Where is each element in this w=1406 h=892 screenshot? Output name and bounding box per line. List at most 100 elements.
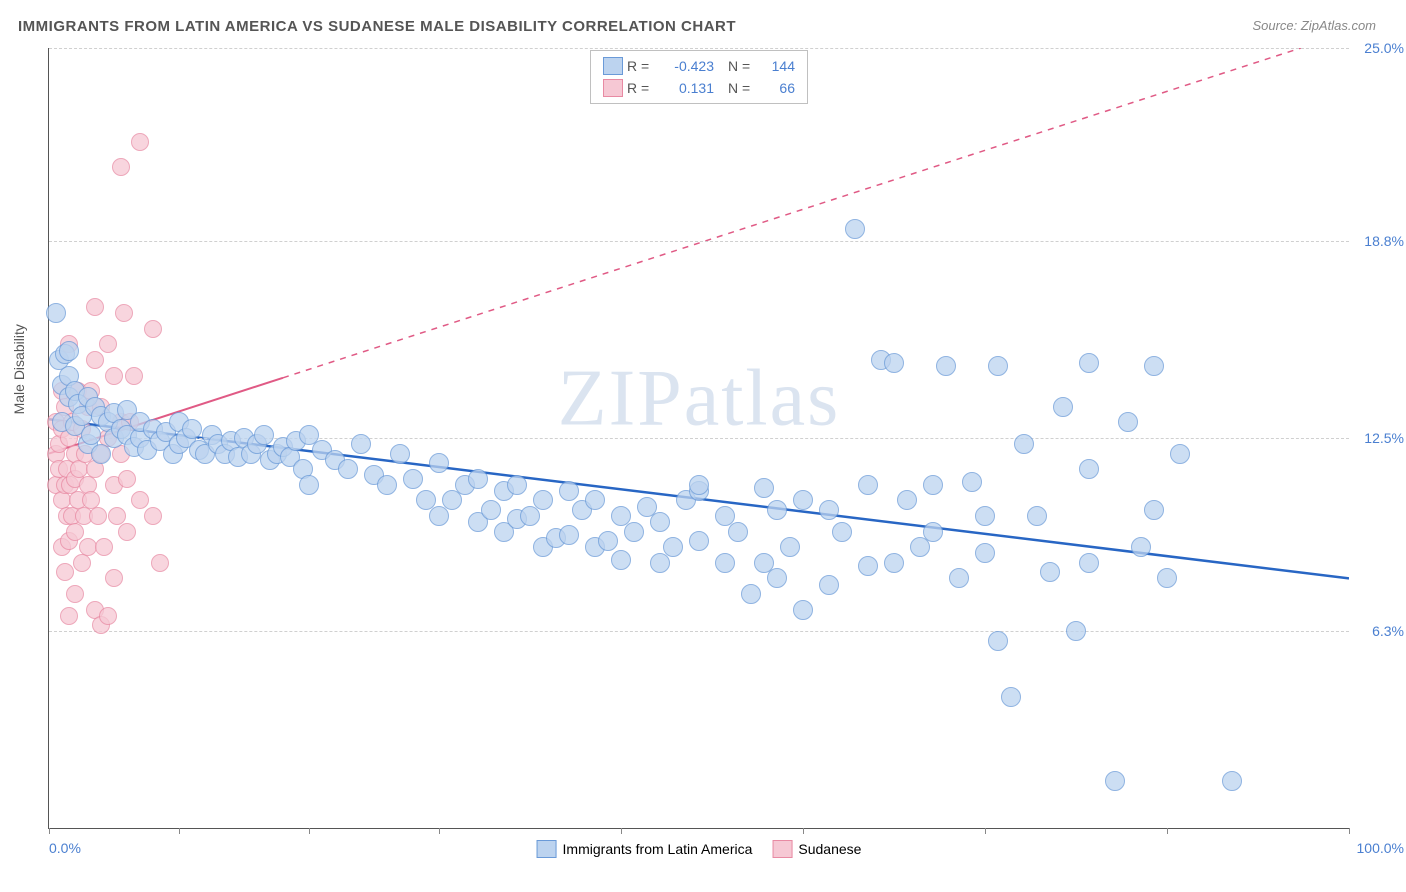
scatter-point [1079, 459, 1099, 479]
scatter-point [663, 537, 683, 557]
scatter-point [793, 600, 813, 620]
x-tick [309, 828, 310, 834]
scatter-point [468, 469, 488, 489]
n-value: 66 [760, 77, 795, 99]
scatter-point [99, 335, 117, 353]
scatter-point [60, 607, 78, 625]
scatter-point [767, 568, 787, 588]
scatter-point [105, 569, 123, 587]
scatter-point [1027, 506, 1047, 526]
scatter-point [923, 522, 943, 542]
scatter-point [1222, 771, 1242, 791]
scatter-point [650, 512, 670, 532]
scatter-point [715, 553, 735, 573]
scatter-point [819, 575, 839, 595]
scatter-point [105, 367, 123, 385]
scatter-point [962, 472, 982, 492]
chart-container: IMMIGRANTS FROM LATIN AMERICA VS SUDANES… [0, 0, 1406, 892]
scatter-point [89, 507, 107, 525]
scatter-point [793, 490, 813, 510]
scatter-point [351, 434, 371, 454]
scatter-point [689, 531, 709, 551]
plot-area: ZIPatlas R = -0.423 N = 144 R = 0.131 N … [48, 48, 1349, 829]
scatter-point [66, 523, 84, 541]
scatter-point [832, 522, 852, 542]
x-tick [49, 828, 50, 834]
y-tick-label: 18.8% [1364, 233, 1404, 249]
watermark-text: ZIPatlas [558, 355, 841, 443]
scatter-point [754, 553, 774, 573]
x-tick [803, 828, 804, 834]
scatter-point [59, 341, 79, 361]
scatter-point [923, 475, 943, 495]
scatter-point [1001, 687, 1021, 707]
scatter-point [1079, 353, 1099, 373]
scatter-point [95, 538, 113, 556]
scatter-point [858, 556, 878, 576]
scatter-point [377, 475, 397, 495]
scatter-point [936, 356, 956, 376]
scatter-point [884, 353, 904, 373]
scatter-point [144, 507, 162, 525]
scatter-point [66, 585, 84, 603]
chart-title: IMMIGRANTS FROM LATIN AMERICA VS SUDANES… [18, 18, 736, 35]
r-label: R = [627, 77, 655, 99]
scatter-point [144, 320, 162, 338]
scatter-point [780, 537, 800, 557]
scatter-point [1079, 553, 1099, 573]
scatter-point [624, 522, 644, 542]
x-axis-max-label: 100.0% [1357, 840, 1404, 856]
scatter-point [99, 607, 117, 625]
x-tick [1349, 828, 1350, 834]
scatter-point [254, 425, 274, 445]
gridline [49, 48, 1349, 49]
legend-swatch-pink [603, 79, 623, 97]
r-label: R = [627, 55, 655, 77]
watermark: ZIPatlas [558, 354, 841, 445]
scatter-point [559, 481, 579, 501]
r-value: 0.131 [659, 77, 714, 99]
x-tick [1167, 828, 1168, 834]
scatter-point [728, 522, 748, 542]
scatter-point [125, 367, 143, 385]
scatter-point [559, 525, 579, 545]
scatter-point [858, 475, 878, 495]
n-label: N = [728, 77, 756, 99]
y-tick-label: 12.5% [1364, 430, 1404, 446]
trend-line-dashed [283, 48, 1349, 378]
n-label: N = [728, 55, 756, 77]
y-tick-label: 25.0% [1364, 40, 1404, 56]
scatter-point [131, 133, 149, 151]
legend-label: Sudanese [798, 841, 861, 857]
legend-row-1: R = 0.131 N = 66 [603, 77, 795, 99]
scatter-point [86, 351, 104, 369]
scatter-point [86, 298, 104, 316]
scatter-point [1157, 568, 1177, 588]
scatter-point [1066, 621, 1086, 641]
scatter-point [481, 500, 501, 520]
legend-swatch-pink [772, 840, 792, 858]
r-value: -0.423 [659, 55, 714, 77]
scatter-point [767, 500, 787, 520]
gridline [49, 631, 1349, 632]
scatter-point [845, 219, 865, 239]
scatter-point [988, 631, 1008, 651]
gridline [49, 241, 1349, 242]
scatter-point [1053, 397, 1073, 417]
scatter-point [118, 470, 136, 488]
correlation-legend-box: R = -0.423 N = 144 R = 0.131 N = 66 [590, 50, 808, 104]
scatter-point [429, 453, 449, 473]
scatter-point [1105, 771, 1125, 791]
scatter-point [754, 478, 774, 498]
scatter-point [390, 444, 410, 464]
scatter-point [182, 419, 202, 439]
scatter-point [118, 523, 136, 541]
source-label: Source: ZipAtlas.com [1252, 18, 1376, 33]
scatter-point [897, 490, 917, 510]
scatter-point [611, 550, 631, 570]
scatter-point [131, 491, 149, 509]
scatter-point [151, 554, 169, 572]
scatter-point [585, 490, 605, 510]
scatter-point [1040, 562, 1060, 582]
scatter-point [56, 563, 74, 581]
